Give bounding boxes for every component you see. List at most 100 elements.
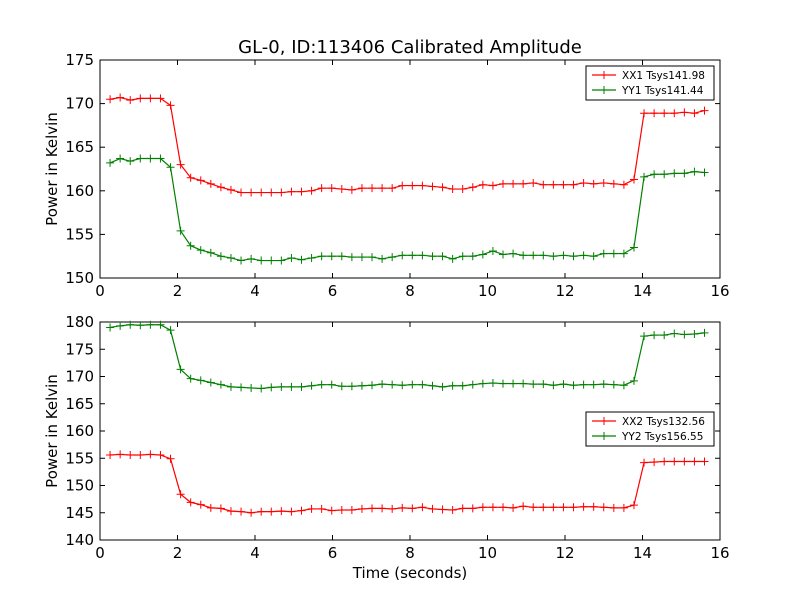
data-point-marker: [226, 382, 235, 391]
y-tick-label: 165: [65, 138, 94, 156]
data-point-marker: [196, 376, 205, 385]
data-point-marker: [136, 154, 145, 163]
data-point-marker: [559, 503, 568, 512]
data-point-marker: [529, 503, 538, 512]
data-point-marker: [307, 504, 316, 513]
x-axis-label: Time (seconds): [352, 564, 468, 582]
data-point-marker: [640, 458, 649, 467]
data-point-marker: [539, 503, 548, 512]
data-point-marker: [378, 504, 387, 513]
data-point-marker: [629, 501, 638, 510]
data-point-marker: [418, 251, 427, 260]
data-point-marker: [559, 251, 568, 260]
data-point-marker: [478, 379, 487, 388]
data-point-marker: [438, 183, 447, 192]
data-point-marker: [327, 252, 336, 261]
y-tick-label: 175: [65, 340, 94, 358]
data-point-marker: [539, 180, 548, 189]
data-point-marker: [640, 109, 649, 118]
series-2: [106, 320, 709, 393]
data-point-marker: [186, 241, 195, 250]
data-point-marker: [206, 378, 215, 387]
data-point-marker: [388, 504, 397, 513]
data-point-marker: [408, 181, 417, 190]
data-point-marker: [378, 254, 387, 263]
data-point-marker: [700, 106, 709, 115]
data-point-marker: [388, 184, 397, 193]
data-point-marker: [509, 379, 518, 388]
data-point-marker: [529, 251, 538, 260]
data-point-marker: [599, 380, 608, 389]
data-point-marker: [277, 382, 286, 391]
data-point-marker: [297, 187, 306, 196]
data-point-marker: [509, 249, 518, 258]
data-point-marker: [156, 154, 165, 163]
data-point-marker: [287, 187, 296, 196]
y-tick-label: 170: [65, 368, 94, 386]
data-point-marker: [307, 253, 316, 262]
data-point-marker: [478, 180, 487, 189]
series-line: [110, 453, 705, 514]
series-1: [106, 93, 709, 197]
data-point-marker: [448, 506, 457, 515]
data-point-marker: [368, 504, 377, 513]
y-tick-label: 155: [65, 225, 94, 243]
data-point-marker: [237, 188, 246, 197]
data-point-marker: [226, 253, 235, 262]
data-point-marker: [418, 181, 427, 190]
data-point-marker: [146, 450, 155, 459]
data-point-marker: [418, 503, 427, 512]
data-point-marker: [237, 383, 246, 392]
data-point-marker: [650, 109, 659, 118]
data-point-marker: [478, 250, 487, 259]
y-tick-label: 150: [65, 477, 94, 495]
data-point-marker: [428, 381, 437, 390]
data-point-marker: [680, 457, 689, 466]
data-point-marker: [337, 506, 346, 515]
data-point-marker: [569, 252, 578, 261]
data-point-marker: [690, 329, 699, 338]
data-point-marker: [519, 179, 528, 188]
data-point-marker: [226, 185, 235, 194]
data-point-marker: [519, 502, 528, 511]
y-tick-label: 160: [65, 182, 94, 200]
data-point-marker: [499, 379, 507, 388]
series-line: [109, 96, 705, 194]
data-point-marker: [670, 329, 679, 338]
data-point-marker: [136, 321, 145, 330]
data-point-marker: [216, 183, 225, 192]
data-point-marker: [428, 252, 437, 261]
data-point-marker: [297, 255, 306, 264]
data-point-marker: [468, 380, 477, 389]
data-point-marker: [398, 503, 407, 512]
data-point-marker: [428, 504, 437, 513]
legend-box: [585, 65, 715, 101]
data-point-marker: [106, 158, 115, 167]
data-point-marker: [509, 503, 518, 512]
data-point-marker: [388, 253, 397, 262]
data-point-marker: [680, 169, 689, 178]
legend-marker: [600, 417, 608, 425]
data-point-marker: [247, 383, 256, 392]
data-point-marker: [317, 504, 326, 513]
data-point-marker: [670, 109, 679, 118]
data-point-marker: [579, 251, 588, 260]
data-point-marker: [468, 252, 477, 261]
legend-marker: [600, 432, 608, 440]
data-point-marker: [378, 184, 387, 193]
legend: XX2 Tsys132.56 YY2 Tsys156.55: [585, 411, 715, 447]
data-point-marker: [478, 503, 487, 512]
y-tick-label: 150: [65, 269, 94, 287]
y-axis-label: Power in Kelvin: [43, 112, 61, 226]
x-tick-label: 12: [555, 544, 574, 562]
x-tick-label: 10: [478, 282, 497, 300]
data-point-marker: [166, 326, 175, 335]
data-point-marker: [650, 331, 659, 340]
data-point-marker: [619, 249, 628, 258]
data-point-marker: [327, 184, 336, 193]
x-tick-label: 6: [328, 282, 338, 300]
data-point-marker: [317, 380, 326, 389]
data-point-marker: [347, 382, 356, 391]
data-point-marker: [126, 157, 135, 166]
